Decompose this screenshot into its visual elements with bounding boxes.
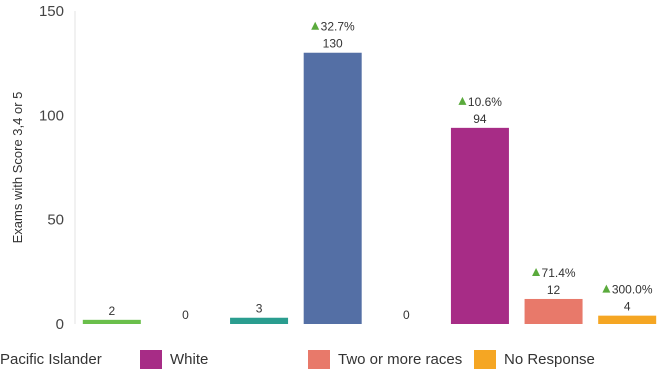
- bar: [450, 127, 509, 324]
- legend-label-two-or-more-races: Two or more races: [338, 350, 463, 368]
- data-label: 130: [323, 37, 343, 51]
- up-arrow-icon: [311, 21, 320, 30]
- change-label: 10.6%: [468, 95, 502, 109]
- bar: [230, 317, 289, 324]
- up-arrow-icon: [532, 267, 541, 276]
- data-label: 0: [403, 308, 410, 322]
- y-tick-label: 50: [47, 212, 64, 229]
- bar: [303, 52, 362, 324]
- legend-label-white: White: [170, 350, 209, 368]
- legend-swatch-two-or-more-races: [308, 349, 330, 369]
- data-label: 12: [547, 283, 561, 297]
- y-tick-label: 100: [39, 107, 64, 124]
- up-arrow-icon: [602, 284, 611, 293]
- change-label: 71.4%: [542, 266, 576, 280]
- data-label: 2: [108, 304, 115, 318]
- data-label: 94: [473, 112, 487, 126]
- bar-chart: 0 50 100 150 Exams with Score 3,4 or 5 2 0 3 130…: [10, 3, 657, 333]
- y-tick-label: 0: [56, 316, 64, 333]
- bar: [82, 319, 141, 324]
- data-label: 0: [182, 308, 189, 322]
- legend-label-no-response: No Response: [504, 350, 595, 368]
- bar: [598, 315, 657, 324]
- legend-item-no-response[interactable]: No Response: [474, 349, 595, 369]
- legend: Pacific Islander White Two or more races…: [0, 349, 664, 369]
- y-axis-title: Exams with Score 3,4 or 5: [10, 92, 25, 244]
- legend-swatch-no-response: [474, 349, 496, 369]
- up-arrow-icon: [458, 96, 467, 105]
- change-label: 32.7%: [321, 20, 355, 34]
- legend-swatch-white: [140, 349, 162, 369]
- bar: [524, 298, 583, 324]
- y-tick-label: 150: [39, 3, 64, 20]
- legend-item-white[interactable]: White: [140, 349, 208, 369]
- data-label: 4: [624, 300, 631, 314]
- legend-label-pacific-islander: Pacific Islander: [0, 350, 102, 368]
- legend-item-two-or-more-races[interactable]: Two or more races: [308, 349, 462, 369]
- legend-item-pacific-islander[interactable]: Pacific Islander: [0, 349, 102, 369]
- change-label: 300.0%: [612, 283, 653, 297]
- data-label: 3: [256, 302, 263, 316]
